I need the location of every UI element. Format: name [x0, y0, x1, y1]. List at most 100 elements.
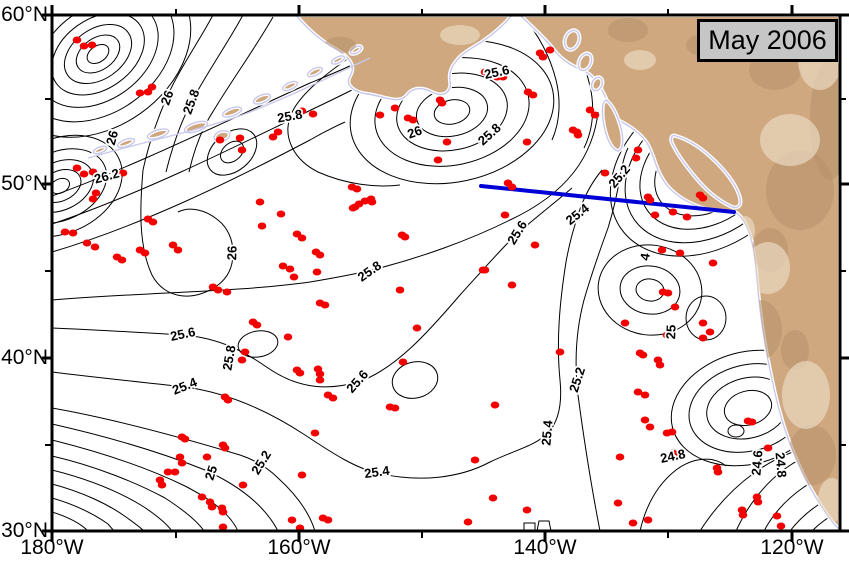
plot-frame — [50, 13, 842, 533]
float-dot — [620, 319, 630, 327]
float-dot — [633, 146, 643, 154]
float-dot — [207, 503, 217, 511]
contour-line — [165, 15, 244, 173]
float-dot — [500, 211, 510, 219]
contour-line — [52, 483, 145, 531]
contour-label: 24.8 — [659, 446, 687, 466]
contour-label: 25.8 — [355, 258, 384, 285]
float-dot — [82, 239, 92, 247]
contour-ring — [52, 15, 145, 96]
contour-line — [52, 423, 279, 531]
contour-ring — [206, 128, 258, 176]
coastline — [590, 76, 604, 92]
float-dot — [488, 494, 498, 502]
contour-ring — [237, 330, 279, 358]
coastline — [281, 80, 299, 92]
float-dot — [238, 481, 248, 489]
contour-label: 25 — [663, 324, 678, 339]
float-dot — [68, 229, 78, 237]
float-dot — [213, 286, 223, 294]
contour-ring — [433, 99, 471, 125]
contour-line — [287, 41, 401, 187]
contour-line — [52, 497, 115, 531]
float-dot — [237, 356, 247, 364]
float-dot — [743, 417, 753, 425]
float-dot — [713, 468, 723, 476]
terrain-patch — [735, 216, 755, 244]
contour-line — [142, 15, 214, 171]
float-dot — [143, 88, 153, 96]
float-dot — [173, 246, 183, 254]
float-dot — [218, 508, 228, 516]
coastline — [563, 29, 581, 51]
float-dot — [631, 154, 641, 162]
contour-ring — [52, 177, 71, 195]
float-dot — [408, 116, 418, 124]
contour-label: 25 — [202, 463, 221, 481]
float-dot — [645, 196, 655, 204]
float-dot — [175, 453, 185, 461]
contour-label: 25.4 — [538, 419, 555, 446]
float-dot — [315, 370, 325, 378]
float-dot — [662, 331, 672, 339]
float-dot — [573, 131, 583, 139]
coastline — [306, 66, 324, 78]
float-dot — [670, 303, 680, 311]
float-dot — [613, 499, 623, 507]
terrain-patch — [624, 50, 656, 70]
contour-line — [575, 147, 629, 531]
contour-line — [523, 522, 536, 531]
float-dot — [638, 351, 648, 359]
float-dot — [442, 138, 452, 146]
float-dot — [148, 218, 158, 226]
float-dot — [763, 444, 773, 452]
float-dot — [118, 169, 128, 177]
float-dot — [72, 36, 82, 44]
float-dot — [79, 170, 89, 178]
float-dot — [90, 243, 100, 251]
float-dot — [328, 394, 338, 402]
float-dot — [273, 128, 283, 136]
contour-label: 26 — [405, 122, 424, 141]
float-dot — [490, 401, 500, 409]
terrain-patch — [766, 150, 834, 230]
float-dot — [375, 111, 385, 119]
float-dot — [390, 404, 400, 412]
float-dot — [163, 468, 173, 476]
contour-line — [52, 407, 316, 531]
float-dot — [88, 195, 98, 203]
terrain-patch — [781, 330, 809, 370]
coastline — [577, 52, 593, 72]
contour-ring — [52, 15, 192, 138]
float-dot — [643, 516, 653, 524]
terrain-patch — [818, 478, 840, 522]
contour-ring — [52, 134, 123, 238]
float-dot — [435, 96, 445, 104]
float-dot — [675, 249, 685, 257]
float-dot — [668, 208, 678, 216]
float-dot — [72, 164, 82, 172]
float-dot — [698, 194, 708, 202]
float-dot — [522, 506, 532, 514]
float-dot — [79, 42, 89, 50]
float-dot — [615, 453, 625, 461]
float-dot — [215, 136, 225, 144]
contour-label: 25.4 — [563, 200, 593, 228]
x-axis-label: 140°W — [513, 536, 577, 559]
float-dot — [289, 273, 299, 281]
coastline — [670, 134, 742, 209]
coastline — [330, 55, 346, 65]
float-dot — [395, 286, 405, 294]
float-dot — [523, 88, 533, 96]
float-dot — [538, 53, 548, 61]
contour-ring — [727, 424, 745, 438]
contour-ring — [52, 15, 175, 123]
float-dot — [390, 104, 400, 112]
contour-ring — [75, 34, 121, 74]
coastline — [221, 106, 243, 118]
contour-label: 25.6 — [169, 324, 197, 344]
float-dot — [88, 168, 98, 176]
float-dot — [530, 241, 540, 249]
